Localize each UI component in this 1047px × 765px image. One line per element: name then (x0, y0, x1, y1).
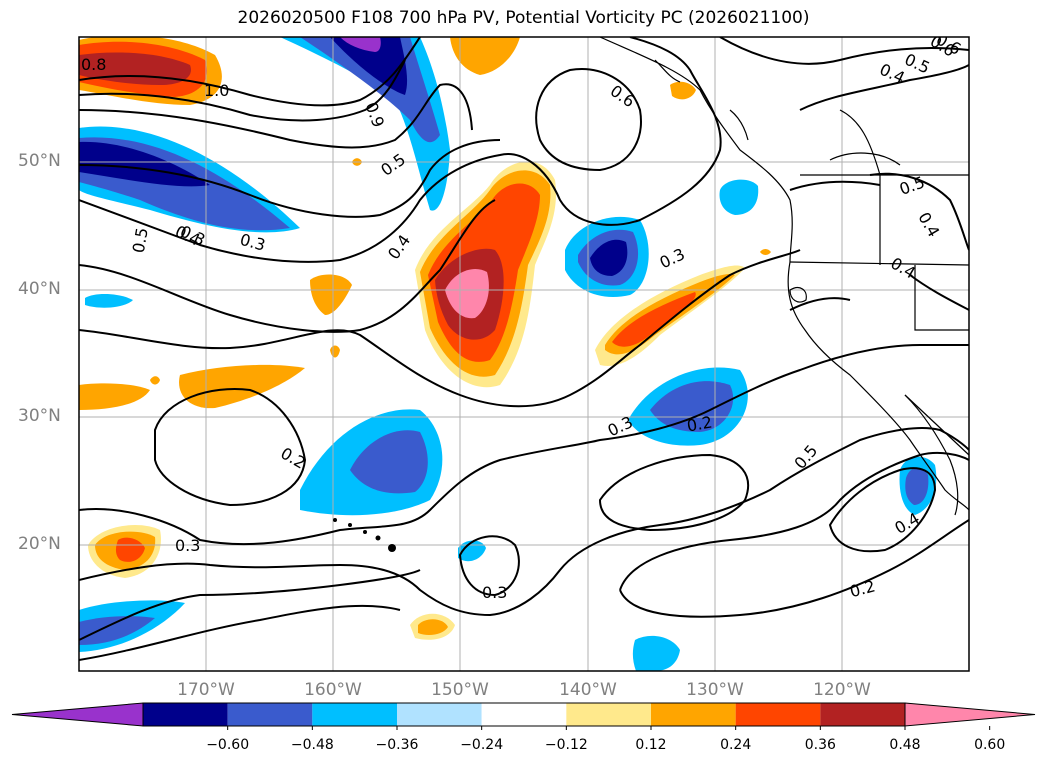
colorbar-tick-label: −0.24 (460, 737, 504, 753)
graticule (79, 37, 969, 671)
contour-label: 0.5 (129, 226, 152, 254)
negative-anomaly-shading (79, 37, 937, 671)
map-frame (78, 36, 970, 672)
contour-label: 0.8 (81, 55, 106, 74)
colorbar-tick-label: 0.36 (804, 737, 836, 753)
lon-label-120w: 120°W (813, 680, 871, 700)
colorbar-tick-label: −0.60 (206, 737, 250, 753)
contour-label: 0.2 (685, 412, 713, 435)
hawaii-islands (333, 518, 396, 552)
contour-label: 0.3 (175, 536, 200, 555)
colorbar-tick-label: −0.48 (290, 737, 334, 753)
lat-label-20n: 20°N (18, 534, 61, 554)
lat-label-40n: 40°N (18, 279, 61, 299)
colorbar-tick-label: 0.24 (720, 737, 752, 753)
colorbar-tick-label: −0.36 (375, 737, 419, 753)
colorbar-tick-label: 0.60 (974, 737, 1006, 753)
map-title: 2026020500 F108 700 hPa PV, Potential Vo… (237, 8, 810, 28)
colorbar-tick-label: −0.12 (544, 737, 588, 753)
pv-contours (79, 37, 969, 661)
lat-label-30n: 30°N (18, 406, 61, 426)
colorbar-tick-label: 0.12 (635, 737, 667, 753)
lon-label-130w: 130°W (686, 680, 744, 700)
lat-label-50n: 50°N (18, 151, 61, 171)
lon-label-150w: 150°W (431, 680, 489, 700)
lon-label-160w: 160°W (304, 680, 362, 700)
lon-label-140w: 140°W (559, 680, 617, 700)
contour-label: 1.0 (204, 81, 229, 100)
contour-label: 0.3 (482, 583, 507, 602)
colorbar-tick-label: 0.48 (889, 737, 921, 753)
lon-label-170w: 170°W (177, 680, 235, 700)
